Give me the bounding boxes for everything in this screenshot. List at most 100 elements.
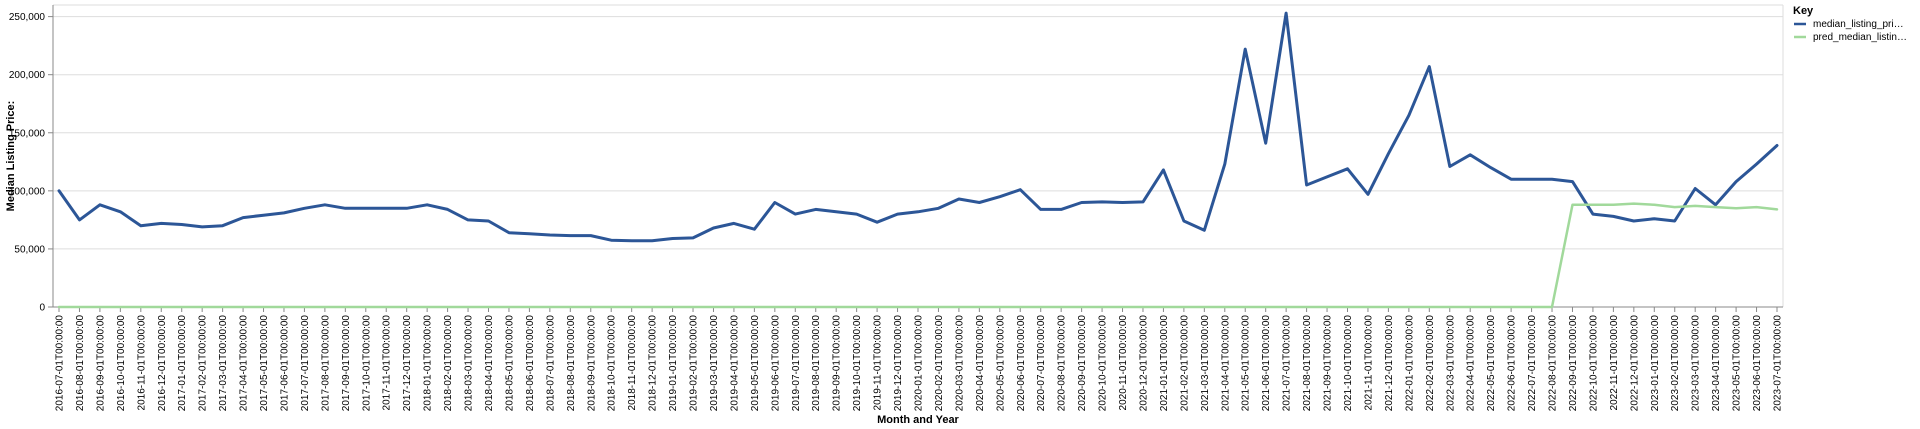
series-line-pred-median-listing (57, 202, 1779, 309)
x-tick-label: 2023-04-01T00:00:00 (1711, 315, 1722, 412)
x-tick-label: 2018-09-01T00:00:00 (586, 315, 597, 412)
x-tick-label: 2019-01-01T00:00:00 (668, 315, 679, 412)
x-tick-label: 2022-08-01T00:00:00 (1548, 315, 1559, 412)
x-tick-label: 2022-05-01T00:00:00 (1486, 315, 1497, 412)
x-tick-label: 2020-10-01T00:00:00 (1098, 315, 1109, 412)
x-tick-label: 2019-04-01T00:00:00 (729, 315, 740, 412)
x-tick-label: 2022-12-01T00:00:00 (1629, 315, 1640, 412)
x-tick-label: 2022-01-01T00:00:00 (1404, 315, 1415, 412)
x-tick-label: 2017-09-01T00:00:00 (341, 315, 352, 412)
x-tick-label: 2021-01-01T00:00:00 (1159, 315, 1170, 412)
x-tick-label: 2021-05-01T00:00:00 (1241, 315, 1252, 412)
x-tick-label: 2016-12-01T00:00:00 (157, 315, 168, 412)
x-tick-label: 2018-07-01T00:00:00 (545, 315, 556, 412)
y-axis-title: Median Listing Price: (5, 101, 17, 212)
x-tick-label: 2019-06-01T00:00:00 (770, 315, 781, 412)
legend-title: Key (1793, 5, 1814, 17)
x-tick-label: 2020-01-01T00:00:00 (914, 315, 925, 412)
x-tick-label: 2023-02-01T00:00:00 (1670, 315, 1681, 412)
x-tick-label: 2019-08-01T00:00:00 (811, 315, 822, 412)
x-tick-label: 2019-02-01T00:00:00 (689, 315, 700, 412)
x-tick-label: 2017-10-01T00:00:00 (361, 315, 372, 412)
x-tick-label: 2019-09-01T00:00:00 (832, 315, 843, 412)
x-axis-title: Month and Year (877, 414, 959, 426)
x-tick-label: 2021-04-01T00:00:00 (1220, 315, 1231, 412)
legend-label-median: median_listing_pri… (1813, 19, 1904, 30)
x-tick-label: 2018-06-01T00:00:00 (525, 315, 536, 412)
x-tick-label: 2017-12-01T00:00:00 (402, 315, 413, 412)
x-tick-label: 2016-10-01T00:00:00 (116, 315, 127, 412)
x-tick-label: 2020-08-01T00:00:00 (1057, 315, 1068, 412)
y-tick-label: 150,000 (9, 128, 46, 139)
x-tick-label: 2017-02-01T00:00:00 (198, 315, 209, 412)
x-tick-label: 2020-12-01T00:00:00 (1138, 315, 1149, 412)
x-tick-label: 2020-04-01T00:00:00 (975, 315, 986, 412)
x-tick-label: 2021-06-01T00:00:00 (1261, 315, 1272, 412)
x-tick-label: 2022-11-01T00:00:00 (1609, 315, 1620, 411)
x-tick-label: 2022-04-01T00:00:00 (1466, 315, 1477, 412)
legend-label-pred: pred_median_listin… (1813, 32, 1907, 43)
x-tick-label: 2018-02-01T00:00:00 (443, 315, 454, 412)
x-tick-label: 2017-11-01T00:00:00 (382, 315, 393, 411)
x-tick-label: 2020-11-01T00:00:00 (1118, 315, 1129, 411)
x-tick-label: 2021-02-01T00:00:00 (1179, 315, 1190, 412)
x-tick-label: 2021-03-01T00:00:00 (1200, 315, 1211, 412)
x-tick-label: 2023-01-01T00:00:00 (1650, 315, 1661, 412)
x-tick-label: 2018-01-01T00:00:00 (423, 315, 434, 412)
x-tick-label: 2017-07-01T00:00:00 (300, 315, 311, 412)
x-tick-label: 2021-12-01T00:00:00 (1384, 315, 1395, 412)
y-tick-label: 100,000 (9, 186, 46, 197)
x-tick-label: 2018-05-01T00:00:00 (504, 315, 515, 412)
y-tick-label: 200,000 (9, 70, 46, 81)
y-tick-label: 50,000 (14, 244, 45, 255)
x-tick-label: 2022-02-01T00:00:00 (1425, 315, 1436, 412)
legend: Key median_listing_pri… pred_median_list… (1793, 5, 1907, 43)
x-tick-label: 2019-05-01T00:00:00 (750, 315, 761, 412)
x-tick-label: 2020-02-01T00:00:00 (934, 315, 945, 412)
x-tick-label: 2020-09-01T00:00:00 (1077, 315, 1088, 412)
x-tick-label: 2022-07-01T00:00:00 (1527, 315, 1538, 412)
x-tick-label: 2017-05-01T00:00:00 (259, 315, 270, 412)
x-tick-label: 2021-08-01T00:00:00 (1302, 315, 1313, 412)
x-tick-label: 2023-07-01T00:00:00 (1773, 315, 1784, 412)
x-tick-label: 2023-03-01T00:00:00 (1691, 315, 1702, 412)
x-tick-label: 2020-05-01T00:00:00 (995, 315, 1006, 412)
x-tick-label: 2021-10-01T00:00:00 (1343, 315, 1354, 412)
x-tick-label: 2018-11-01T00:00:00 (627, 315, 638, 411)
x-tick-label: 2016-09-01T00:00:00 (95, 315, 106, 412)
gridlines (53, 4, 1784, 308)
x-tick-label: 2022-03-01T00:00:00 (1445, 315, 1456, 412)
x-tick-label: 2017-06-01T00:00:00 (279, 315, 290, 412)
x-tick-label: 2017-04-01T00:00:00 (239, 315, 250, 412)
x-tick-label: 2016-07-01T00:00:00 (55, 315, 66, 412)
x-tick-label: 2019-07-01T00:00:00 (791, 315, 802, 412)
x-tick-label: 2022-10-01T00:00:00 (1588, 315, 1599, 412)
x-tick-label: 2020-07-01T00:00:00 (1036, 315, 1047, 412)
x-tick-label: 2016-08-01T00:00:00 (75, 315, 86, 412)
x-tick-label: 2017-03-01T00:00:00 (218, 315, 229, 412)
x-tick-label: 2022-06-01T00:00:00 (1507, 315, 1518, 412)
x-tick-label: 2021-11-01T00:00:00 (1363, 315, 1374, 411)
x-tick-label: 2020-06-01T00:00:00 (1016, 315, 1027, 412)
x-tick-label: 2018-04-01T00:00:00 (484, 315, 495, 412)
x-tick-label: 2016-11-01T00:00:00 (136, 315, 147, 411)
x-tick-label: 2018-10-01T00:00:00 (607, 315, 618, 412)
axes: 0 50,000 100,000 150,000 200,000 250,000 2016-… (9, 5, 1784, 411)
x-tick-label: 2020-03-01T00:00:00 (954, 315, 965, 412)
series-lines (57, 11, 1779, 309)
x-tick-label: 2017-01-01T00:00:00 (177, 315, 188, 412)
x-tick-label: 2023-05-01T00:00:00 (1732, 315, 1743, 412)
x-tick-label: 2018-03-01T00:00:00 (464, 315, 475, 412)
x-tick-label: 2021-09-01T00:00:00 (1323, 315, 1334, 412)
x-tick-label: 2022-09-01T00:00:00 (1568, 315, 1579, 412)
x-tick-label: 2019-03-01T00:00:00 (709, 315, 720, 412)
x-tick-label: 2023-06-01T00:00:00 (1752, 315, 1763, 412)
y-tick-label: 0 (39, 303, 45, 314)
x-tick-label: 2019-10-01T00:00:00 (852, 315, 863, 412)
x-tick-label: 2019-12-01T00:00:00 (893, 315, 904, 412)
x-tick-label: 2018-12-01T00:00:00 (648, 315, 659, 412)
x-tick-label: 2019-11-01T00:00:00 (873, 315, 884, 411)
y-tick-label: 250,000 (9, 12, 46, 23)
